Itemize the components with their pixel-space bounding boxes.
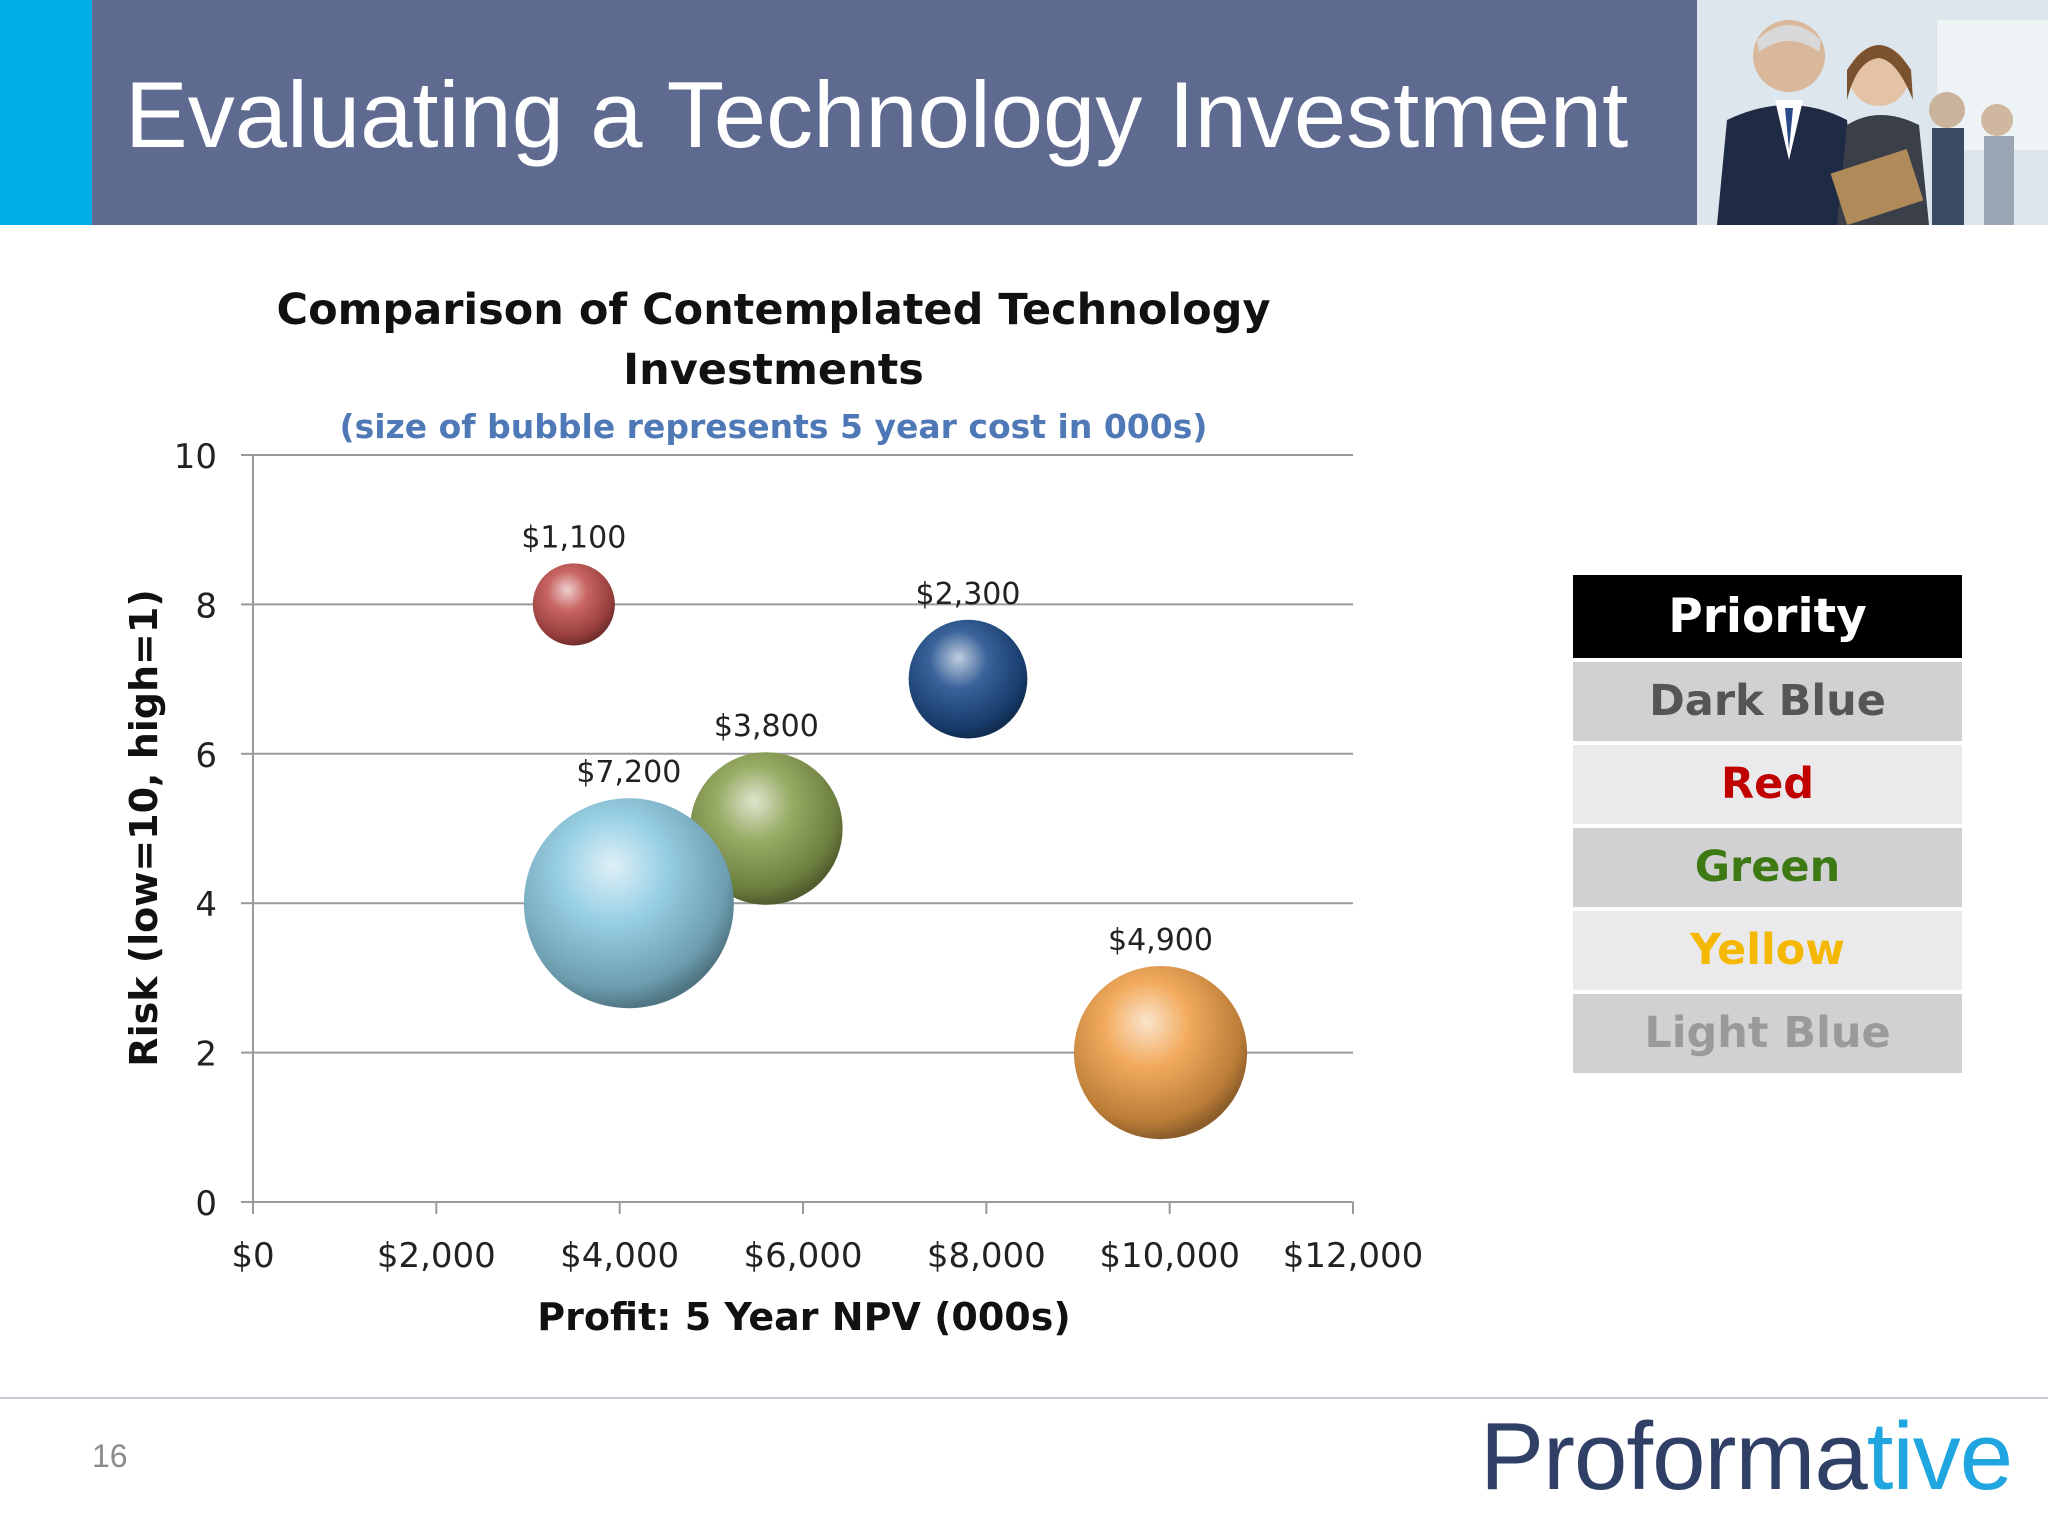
x-tick-label: $12,000	[1283, 1236, 1424, 1276]
x-axis-title: Profit: 5 Year NPV (000s)	[537, 1295, 1071, 1339]
title-band	[92, 0, 1697, 225]
legend-item-red: Red	[1573, 745, 1962, 824]
logo-text-main: Proforma	[1480, 1403, 1868, 1510]
bubble	[523, 798, 734, 1009]
slide-title: Evaluating a Technology Investment	[125, 62, 1629, 167]
accent-bar	[0, 0, 92, 225]
chart-title: Comparison of Contemplated Technology In…	[276, 285, 1271, 395]
bubbles	[523, 563, 1248, 1140]
bubble-value-label: $3,800	[714, 709, 819, 744]
legend-item-green: Green	[1573, 828, 1962, 907]
legend-header: Priority	[1573, 575, 1962, 658]
bubble-value-label: $7,200	[576, 755, 681, 790]
y-axis-title: Risk (low=10, high=1)	[122, 589, 166, 1066]
page-number: 16	[92, 1438, 128, 1474]
priority-legend: Priority Dark Blue Red Green Yellow Ligh…	[1573, 575, 1962, 1073]
axes: 0 2 4 6 8 10 $0 $2,000 $4,000 $6,000 $8,000 $10,000…	[174, 437, 1424, 1276]
y-tick-label: 10	[174, 437, 217, 477]
bubble-chart: 0 2 4 6 8 10 $0 $2,000 $4,000 $6,000 $8,000 $10,000…	[122, 437, 1424, 1339]
legend-item-light-blue: Light Blue	[1573, 994, 1962, 1073]
legend-item-yellow: Yellow	[1573, 911, 1962, 990]
y-tick-label: 0	[195, 1184, 217, 1224]
bubble	[690, 752, 843, 905]
bubble-value-label: $1,100	[521, 520, 626, 555]
y-tick-label: 6	[195, 736, 217, 776]
chart-subtitle: (size of bubble represents 5 year cost i…	[339, 407, 1208, 446]
bubble	[532, 563, 615, 646]
bubble-value-label: $4,900	[1108, 923, 1213, 958]
business-people-photo	[1697, 0, 2048, 225]
bubble	[908, 619, 1028, 739]
gridlines	[253, 454, 1353, 1054]
y-tick-label: 4	[195, 885, 217, 925]
y-tick-label: 2	[195, 1035, 217, 1075]
bubble-value-label: $2,300	[916, 577, 1021, 612]
footer-divider	[0, 1397, 2048, 1399]
data-labels: $1,100 $2,300 $3,800 $7,200 $4,900	[521, 520, 1213, 958]
x-tick-label: $0	[231, 1236, 274, 1276]
legend-item-dark-blue: Dark Blue	[1573, 662, 1962, 741]
x-tick-label: $10,000	[1099, 1236, 1240, 1276]
x-tick-label: $2,000	[377, 1236, 496, 1276]
logo-text-end: tive	[1866, 1403, 2013, 1510]
x-tick-label: $4,000	[560, 1236, 679, 1276]
x-tick-label: $6,000	[744, 1236, 863, 1276]
proformative-logo: Proformative	[1480, 1402, 2013, 1512]
bubble	[1073, 965, 1248, 1140]
y-tick-label: 8	[195, 586, 217, 626]
x-tick-label: $8,000	[927, 1236, 1046, 1276]
